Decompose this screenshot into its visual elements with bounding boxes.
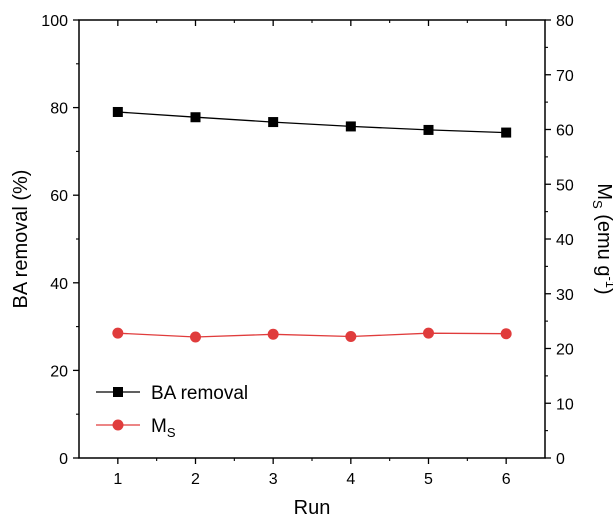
y2-tick-label-0: 0 <box>556 451 565 468</box>
legend: BA removal MS <box>96 383 248 440</box>
y2-tick-label-80: 80 <box>556 13 574 30</box>
legend-marker-ms <box>112 419 124 431</box>
x-tick-label-3: 3 <box>269 471 278 488</box>
legend-marker-ba-removal <box>113 387 123 397</box>
series-line-ms <box>117 332 507 338</box>
plot-frame <box>78 19 546 459</box>
series-layer <box>112 106 512 343</box>
y-tick-label-100: 100 <box>41 13 68 30</box>
data-point-ms-run-6 <box>500 328 512 340</box>
y2-axis-title-sub: S <box>590 200 605 209</box>
y-tick-label-60: 60 <box>50 188 68 205</box>
y-tick-label-80: 80 <box>50 101 68 118</box>
y-tick-label-40: 40 <box>50 276 68 293</box>
y2-axis-title: MS (emu g-1) <box>590 183 613 294</box>
x-tick-label-4: 4 <box>346 471 355 488</box>
legend-item-ba-removal: BA removal <box>96 383 248 404</box>
y2-tick-label-20: 20 <box>556 342 574 359</box>
data-point-ba-removal-run-4 <box>345 121 356 132</box>
bottom-axis-ticks: 1 2 3 4 5 6 <box>113 458 511 488</box>
y2-tick-label-40: 40 <box>556 232 574 249</box>
y2-tick-label-50: 50 <box>556 177 574 194</box>
x-tick-label-1: 1 <box>113 471 122 488</box>
y2-tick-label-30: 30 <box>556 287 574 304</box>
data-point-ba-removal-run-6 <box>501 127 512 138</box>
series-line-ba-removal <box>117 111 507 134</box>
data-point-ba-removal-run-2 <box>190 112 201 123</box>
y-tick-label-0: 0 <box>59 451 68 468</box>
y2-tick-label-10: 10 <box>556 396 574 413</box>
y2-tick-label-70: 70 <box>556 68 574 85</box>
y-tick-label-20: 20 <box>50 363 68 380</box>
legend-item-ms: MS <box>96 416 176 440</box>
y2-axis-title-base: M <box>593 183 613 200</box>
x-tick-label-6: 6 <box>502 471 511 488</box>
data-point-ba-removal-run-3 <box>268 117 279 128</box>
legend-label-ms-sub: S <box>167 425 176 440</box>
data-point-ba-removal-run-1 <box>112 106 123 117</box>
data-point-ms-run-4 <box>345 330 357 342</box>
data-point-ms-run-2 <box>190 331 201 343</box>
right-axis-ticks: 0 10 20 30 40 50 60 70 80 <box>545 13 574 468</box>
legend-label-ba-removal: BA removal <box>151 383 248 404</box>
data-point-ba-removal-run-5 <box>423 124 434 135</box>
data-point-ms-run-3 <box>267 328 279 340</box>
legend-label-ms: MS <box>151 416 176 440</box>
y-axis-title: BA removal (%) <box>10 170 32 309</box>
data-point-ms-run-5 <box>423 327 434 339</box>
left-axis-ticks: 0 20 40 60 80 100 <box>41 13 79 468</box>
y2-axis-title-rest: (emu g <box>593 209 613 277</box>
y2-tick-label-60: 60 <box>556 123 574 140</box>
data-point-ms-run-1 <box>112 327 124 339</box>
x-tick-label-2: 2 <box>191 471 200 488</box>
x-axis-title: Run <box>294 497 331 519</box>
legend-label-ms-base: M <box>151 416 167 437</box>
y2-axis-title-sup: -1 <box>603 276 613 288</box>
top-axis-ticks <box>117 20 507 26</box>
x-tick-label-5: 5 <box>424 471 433 488</box>
y2-axis-title-close: ) <box>593 288 613 295</box>
